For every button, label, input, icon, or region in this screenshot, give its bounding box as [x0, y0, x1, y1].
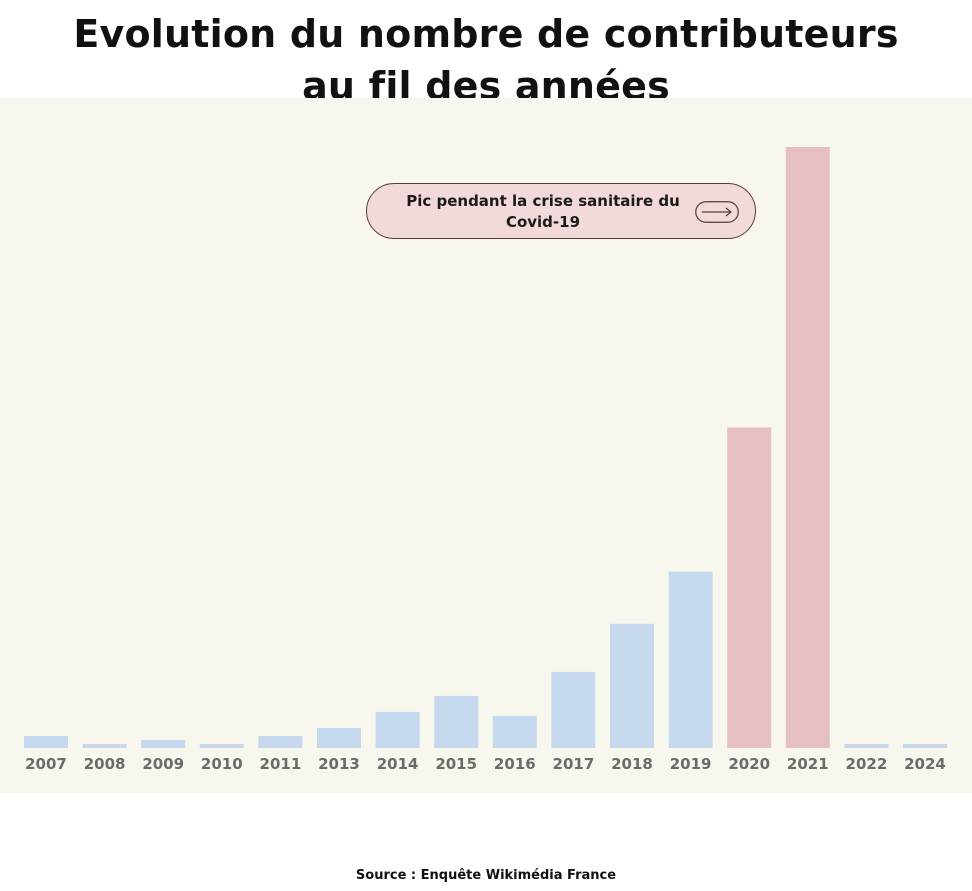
x-tick-label-2017: 2017 [553, 755, 595, 773]
bar-2018 [610, 623, 654, 748]
bar-2009 [141, 740, 186, 748]
bar-2015 [434, 695, 479, 748]
bar-2020 [727, 427, 772, 748]
bars-group [24, 147, 947, 748]
x-tick-label-2015: 2015 [435, 755, 477, 773]
bar-2017 [551, 671, 596, 748]
x-tick-label-2019: 2019 [670, 755, 712, 773]
bar-2016 [492, 715, 537, 748]
x-tick-label-2010: 2010 [201, 755, 243, 773]
x-tick-label-2008: 2008 [84, 755, 126, 773]
x-tick-label-2024: 2024 [904, 755, 946, 773]
bar-2008 [82, 744, 127, 748]
bar-2019 [668, 571, 713, 748]
x-tick-label-2011: 2011 [260, 755, 302, 773]
x-tick-label-2016: 2016 [494, 755, 536, 773]
x-tick-label-2021: 2021 [787, 755, 829, 773]
x-tick-label-2022: 2022 [846, 755, 888, 773]
bar-2024 [903, 744, 947, 748]
bar-2021 [785, 147, 830, 748]
covid-annotation-callout: Pic pendant la crise sanitaire du Covid-… [366, 183, 756, 239]
source-note: Source : Enquête Wikimédia France [355, 868, 617, 883]
bar-2010 [199, 744, 244, 748]
covid-annotation-text: Pic pendant la crise sanitaire du Covid-… [406, 192, 680, 231]
x-tick-label-2018: 2018 [611, 755, 653, 773]
x-tick-label-2013: 2013 [318, 755, 360, 773]
x-tick-label-2007: 2007 [25, 755, 67, 773]
x-tick-label-2014: 2014 [377, 755, 419, 773]
chart-title-line-1: Evolution du nombre de contributeurs [73, 12, 899, 56]
bar-chart: 2007 2008 2009 2010 2011 2013 2014 2015 2016 2017… [24, 147, 947, 773]
bar-2014 [375, 711, 420, 748]
x-axis-tick-labels: 2007 2008 2009 2010 2011 2013 2014 2015 2016 2017… [25, 755, 946, 773]
arrow-right-icon [695, 201, 739, 223]
bar-2022 [844, 744, 889, 748]
bar-2007 [24, 736, 68, 748]
x-tick-label-2009: 2009 [142, 755, 184, 773]
x-tick-label-2020: 2020 [728, 755, 770, 773]
chart-title: Evolution du nombre de contributeurs au … [0, 8, 972, 112]
bar-2013 [317, 728, 361, 748]
bar-2011 [258, 736, 303, 748]
